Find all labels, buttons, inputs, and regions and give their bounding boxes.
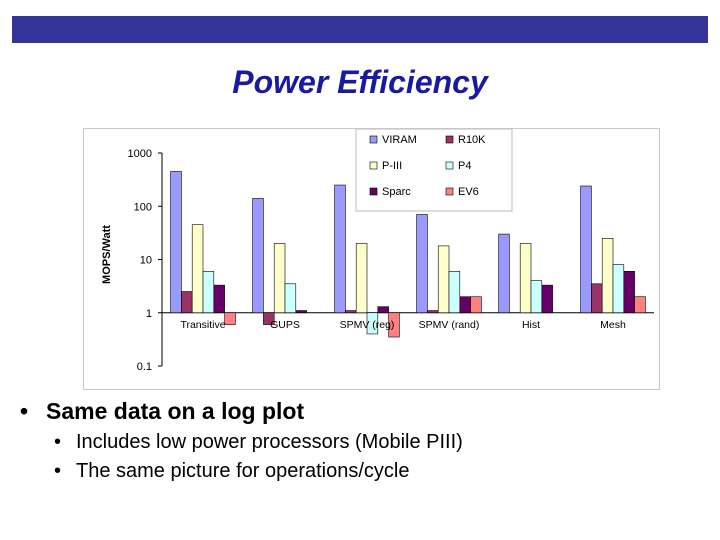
bullet-main-text: Same data on a log plot (46, 398, 305, 424)
y-tick-label: 1 (146, 308, 152, 320)
bullet-list: • Same data on a log plot • Includes low… (20, 398, 710, 483)
bar-r10k (591, 283, 603, 314)
bar-viram (170, 171, 182, 314)
bar-p4 (612, 264, 625, 314)
bar-p-iii (519, 243, 532, 314)
bar-r10k (345, 310, 357, 314)
bar-ev6 (224, 312, 236, 325)
bar-ev6 (470, 296, 482, 314)
bar-sparc (213, 284, 225, 314)
sub-bullet: • The same picture for operations/cycle (54, 460, 710, 483)
x-category-label: Hist (522, 319, 540, 331)
legend-swatch (369, 161, 378, 170)
legend-label: R10K (458, 134, 486, 146)
bar-viram (334, 184, 346, 314)
bar-p4 (366, 312, 379, 335)
bar-p4 (448, 271, 461, 314)
bullet-glyph: • (20, 398, 29, 424)
bar-p-iii (273, 243, 286, 314)
x-category-label: Transitive (180, 319, 225, 331)
bar-p4 (202, 271, 215, 314)
sub-bullet: • Includes low power processors (Mobile … (54, 431, 710, 454)
bar-viram (580, 185, 592, 314)
bar-r10k (263, 312, 275, 325)
legend-swatch (445, 187, 454, 196)
bar-ev6 (634, 296, 646, 314)
legend-label: Sparc (382, 186, 411, 198)
legend-swatch (369, 135, 378, 144)
y-tick-label: 10 (140, 255, 152, 267)
power-efficiency-chart: 1000 100 10 1 0.1 MOPS/Watt Transitive GUPS SPMV… (101, 129, 654, 373)
bar-viram (252, 198, 264, 314)
sub-bullet-glyph: • (54, 460, 62, 482)
bar-sparc (541, 284, 553, 314)
bar-viram (416, 214, 428, 314)
legend-swatch (369, 187, 378, 196)
bar-p-iii (601, 238, 614, 314)
sub-bullet-text: Includes low power processors (Mobile PI… (76, 431, 463, 453)
bar-r10k (181, 291, 193, 314)
legend-swatch (445, 135, 454, 144)
legend-label: EV6 (458, 186, 479, 198)
bullet-main: • Same data on a log plot (20, 398, 710, 425)
legend-swatch (445, 161, 454, 170)
y-tick-label: 1000 (128, 148, 152, 160)
y-tick-label: 0.1 (137, 361, 152, 373)
chart-frame: 1000 100 10 1 0.1 MOPS/Watt Transitive GUPS SPMV… (83, 128, 660, 390)
bar-p4 (530, 280, 543, 314)
bar-sparc (295, 310, 307, 314)
bar-p4 (284, 283, 297, 314)
bar-p-iii (437, 245, 450, 314)
bar-viram (498, 233, 510, 314)
legend-label: P4 (458, 160, 471, 172)
y-tick-label: 100 (134, 201, 152, 213)
sub-bullet-text: The same picture for operations/cycle (76, 460, 410, 482)
legend-box (355, 129, 513, 212)
bar-r10k (427, 310, 439, 314)
bar-sparc (377, 306, 389, 314)
sub-bullet-glyph: • (54, 431, 62, 453)
x-category-label: SPMV (reg) (340, 319, 395, 331)
bar-ev6 (388, 312, 400, 338)
bar-p-iii (191, 224, 204, 314)
bar-p-iii (355, 243, 368, 314)
y-axis-title: MOPS/Watt (101, 225, 113, 284)
bar-sparc (459, 296, 471, 314)
legend-label: VIRAM (382, 134, 417, 146)
x-category-label: GUPS (270, 319, 300, 331)
x-category-label: Mesh (600, 319, 626, 331)
slide-title: Power Efficiency (232, 64, 488, 100)
title-banner-bar (12, 16, 708, 43)
legend-label: P-III (382, 160, 402, 172)
bar-sparc (623, 271, 635, 314)
x-category-label: SPMV (rand) (419, 319, 480, 331)
